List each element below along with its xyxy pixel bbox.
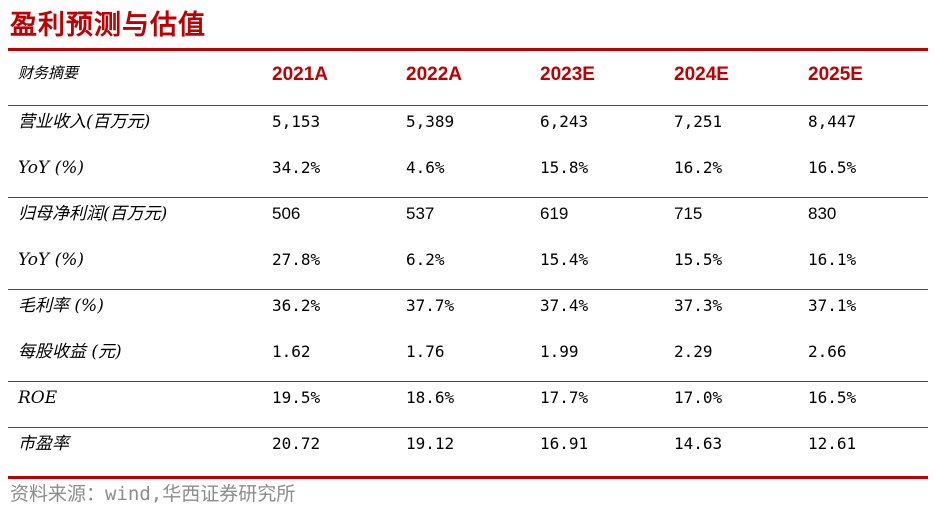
table-cell: 37.3%	[674, 296, 723, 315]
table-cell: 18.6%	[406, 388, 455, 407]
row-label: 每股收益 (元)	[18, 342, 122, 362]
table-cell: 7,251	[674, 112, 723, 131]
table-cell: 537	[406, 204, 435, 223]
table-cell: 2.66	[808, 342, 847, 361]
row-label: 市盈率	[18, 434, 69, 454]
table-cell: 16.5%	[808, 158, 857, 177]
header-year-2022: 2022A	[406, 64, 462, 85]
table-cell: 17.0%	[674, 388, 723, 407]
table-cell: 37.1%	[808, 296, 857, 315]
row-label: 归母净利润(百万元)	[18, 204, 168, 224]
table-cell: 619	[540, 204, 569, 223]
table-cell: 27.8%	[272, 250, 321, 269]
group-divider	[8, 197, 928, 198]
header-year-2025: 2025E	[808, 64, 863, 85]
row-label: 毛利率 (%)	[18, 296, 104, 316]
table-cell: 15.8%	[540, 158, 589, 177]
table-cell: 6,243	[540, 112, 589, 131]
table-cell: 15.5%	[674, 250, 723, 269]
bottom-divider	[8, 476, 928, 479]
table-cell: 8,447	[808, 112, 857, 131]
table-cell: 20.72	[272, 434, 321, 453]
table-cell: 16.91	[540, 434, 589, 453]
table-cell: 2.29	[674, 342, 713, 361]
top-divider	[8, 48, 928, 51]
table-cell: 1.99	[540, 342, 579, 361]
row-label: YoY (%)	[18, 250, 85, 270]
table-cell: 14.63	[674, 434, 723, 453]
table-cell: 37.4%	[540, 296, 589, 315]
row-label: YoY (%)	[18, 158, 85, 178]
header-year-2021: 2021A	[272, 64, 328, 85]
header-year-2023: 2023E	[540, 64, 595, 85]
source-note: 资料来源：wind,华西证券研究所	[10, 483, 296, 505]
table-cell: 506	[272, 204, 301, 223]
table-cell: 16.2%	[674, 158, 723, 177]
row-label: 营业收入(百万元)	[18, 112, 151, 132]
table-cell: 37.7%	[406, 296, 455, 315]
table-cell: 715	[674, 204, 703, 223]
table-header: 财务摘要 2021A 2022A 2023E 2024E 2025E	[0, 52, 936, 98]
group-divider	[8, 289, 928, 290]
table-cell: 36.2%	[272, 296, 321, 315]
table-cell: 6.2%	[406, 250, 445, 269]
page-title: 盈利预测与估值	[10, 10, 206, 41]
table-cell: 19.5%	[272, 388, 321, 407]
table-cell: 12.61	[808, 434, 857, 453]
table-cell: 1.62	[272, 342, 311, 361]
header-year-2024: 2024E	[674, 64, 729, 85]
table-cell: 34.2%	[272, 158, 321, 177]
table-cell: 19.12	[406, 434, 455, 453]
group-divider	[8, 381, 928, 382]
row-label: ROE	[18, 388, 58, 408]
table-cell: 4.6%	[406, 158, 445, 177]
table-cell: 15.4%	[540, 250, 589, 269]
table-cell: 830	[808, 204, 837, 223]
table-cell: 17.7%	[540, 388, 589, 407]
table-cell: 5,389	[406, 112, 455, 131]
table-cell: 5,153	[272, 112, 321, 131]
group-divider	[8, 427, 928, 428]
table-cell: 16.1%	[808, 250, 857, 269]
table-cell: 16.5%	[808, 388, 857, 407]
header-label: 财务摘要	[18, 64, 79, 82]
group-divider	[8, 105, 928, 106]
table-cell: 1.76	[406, 342, 445, 361]
